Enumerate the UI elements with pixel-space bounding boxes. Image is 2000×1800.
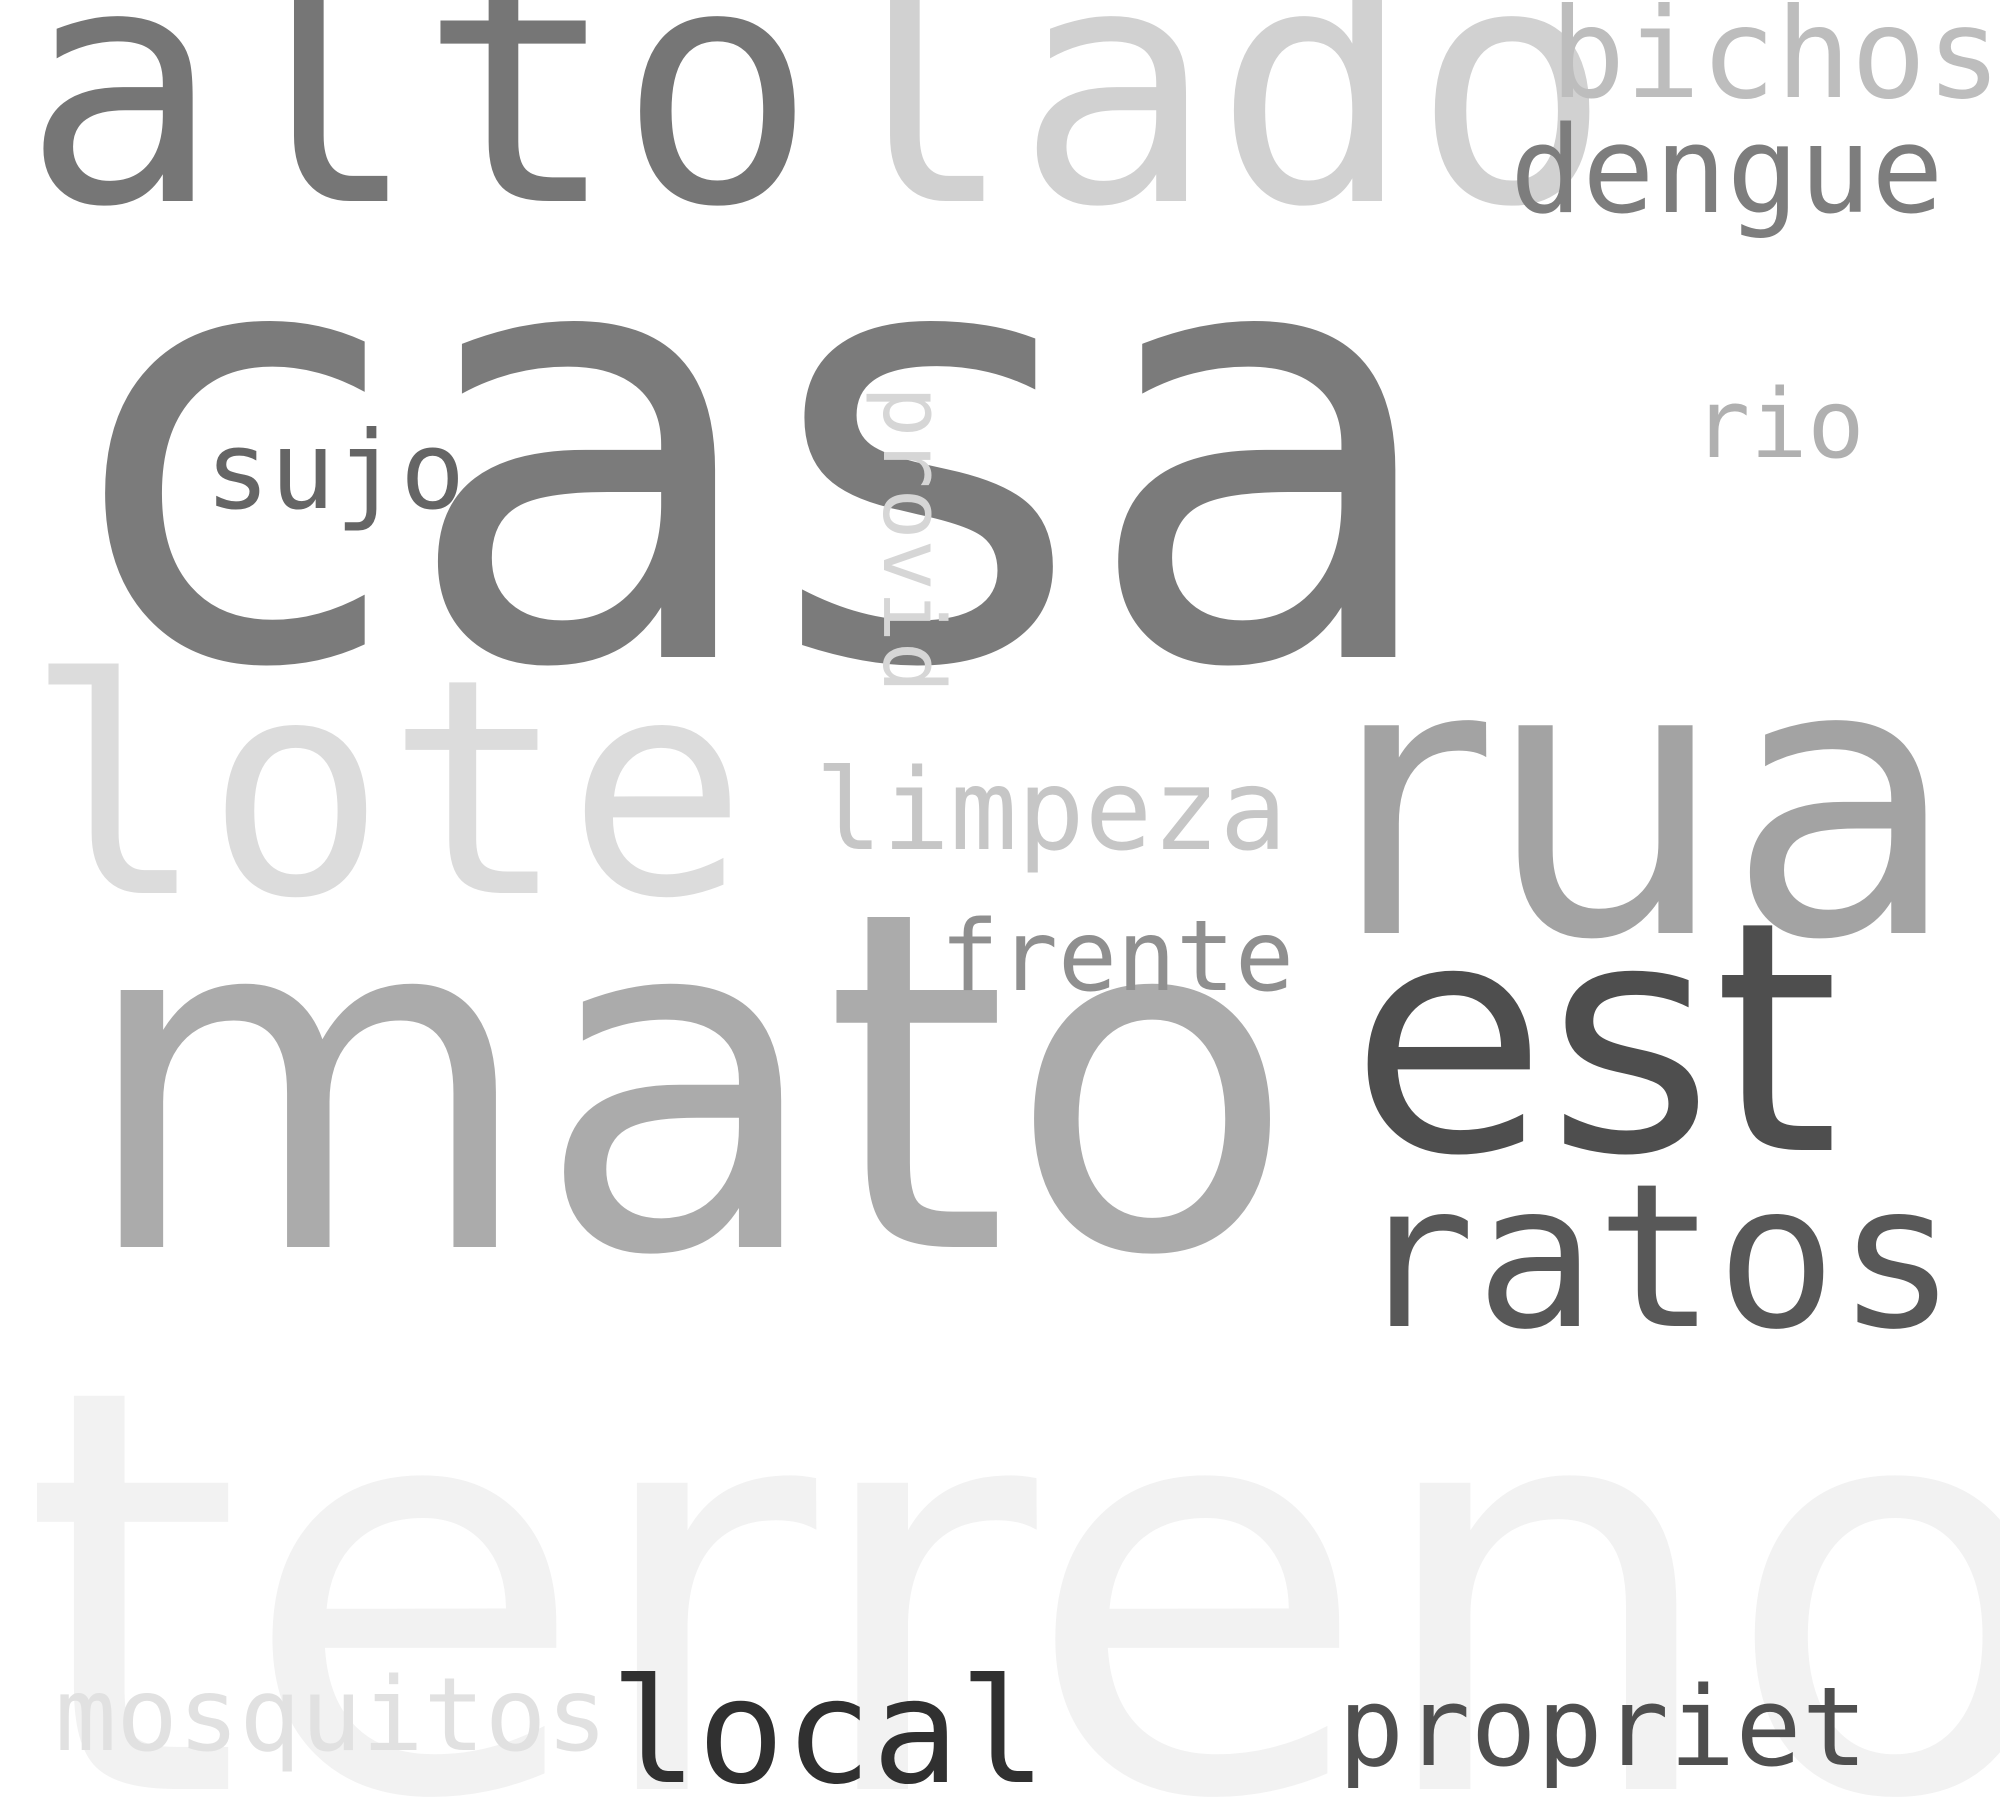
word-ratos: ratos — [1355, 1141, 1958, 1374]
word-bichos: bichos — [1550, 0, 2000, 127]
word-rua: rua — [1330, 580, 1960, 1023]
word-altolado: altolado — [22, 0, 1611, 252]
word-altolado-part-lado: lado — [816, 0, 1612, 279]
word-frente: frente — [940, 900, 1295, 1014]
word-est: est — [1350, 854, 1840, 1226]
word-altolado-part-alto: alto — [22, 0, 817, 279]
word-mosquitos: mosquitos — [55, 1656, 608, 1775]
word-provid: provid — [863, 386, 962, 694]
word-rio: rio — [1693, 370, 1865, 480]
word-sujo: sujo — [205, 409, 466, 534]
word-dengue: dengue — [1510, 102, 1944, 241]
word-lote: lote — [25, 615, 748, 964]
word-limpeza: limpeza — [815, 746, 1288, 876]
word-terreno: terreno — [22, 1270, 2000, 1800]
word-propriet: propriet — [1338, 1663, 1868, 1791]
word-mato: mato — [78, 811, 1296, 1358]
word-local: local — [610, 1648, 1047, 1800]
word-casa: casa — [72, 100, 1450, 799]
